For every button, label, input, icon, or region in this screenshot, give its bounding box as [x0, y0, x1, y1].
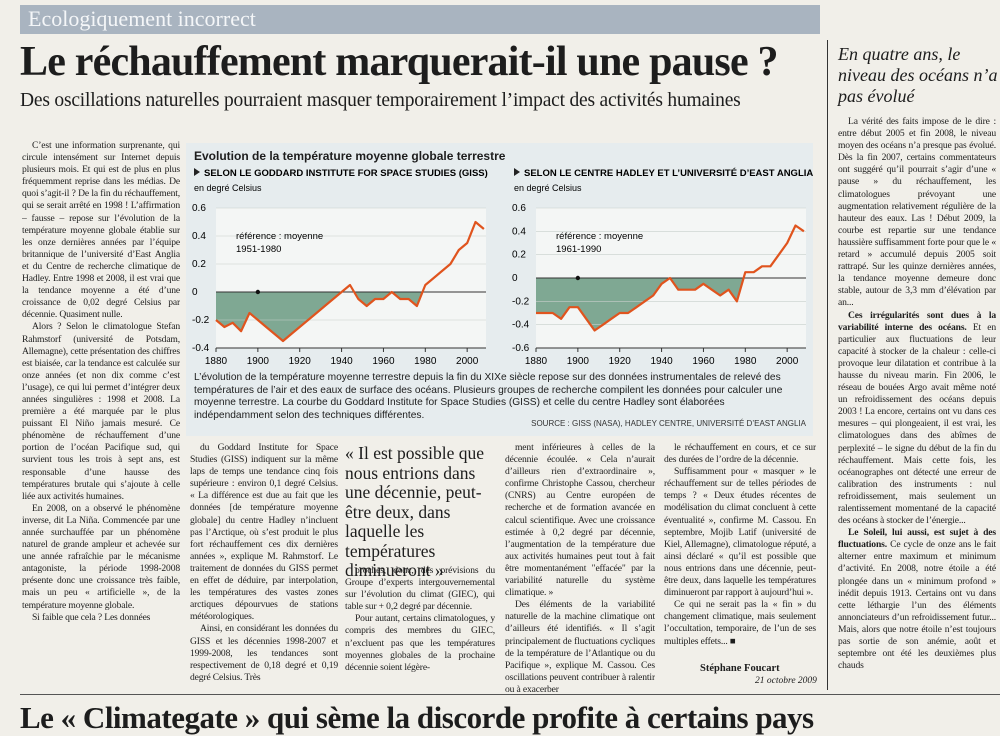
- subtitle: Des oscillations naturelles pourraient m…: [20, 90, 741, 111]
- column-rule: [827, 40, 828, 690]
- lead-in: Ces irrégularités sont dues à la variabi…: [838, 309, 996, 333]
- reference-marker: [255, 289, 261, 295]
- annotation: référence : moyenne: [556, 231, 643, 242]
- x-tick-label: 1940: [650, 356, 673, 367]
- x-tick-label: 1980: [734, 356, 757, 367]
- paragraph: proches, donc, des prévisions du Groupe …: [345, 565, 495, 613]
- x-tick-label: 1960: [692, 356, 715, 367]
- chart-title: SELON LE GODDARD INSTITUTE FOR SPACE STU…: [204, 168, 488, 179]
- paragraph: Suffisamment pour « masquer » le réchauf…: [664, 466, 816, 599]
- paragraph: Ces irrégularités sont dues à la variabi…: [838, 310, 996, 528]
- sidebar-text: La vérité des faits impose de le dire : …: [838, 116, 996, 691]
- y-tick-label: 0.6: [512, 203, 526, 214]
- paragraph: Le Soleil, lui aussi, est sujet à des fl…: [838, 527, 996, 672]
- paragraph-text: Et en particulier aux fluctuations de le…: [838, 321, 996, 527]
- paragraph-text: Ce cycle de onze ans le fait alterner en…: [838, 539, 996, 672]
- sidebar-title: En quatre ans, le niveau des océans n’a …: [838, 44, 998, 106]
- footer-rule: [20, 694, 1000, 695]
- figure-title: Evolution de la température moyenne glob…: [194, 149, 506, 163]
- figure-caption: L’évolution de la température moyenne te…: [194, 372, 783, 421]
- chart-title: SELON LE CENTRE HADLEY ET L’UNIVERSITÉ D…: [524, 168, 813, 179]
- x-tick-label: 1920: [289, 356, 312, 367]
- y-tick-label: 0.6: [192, 203, 206, 214]
- x-tick-label: 1900: [247, 356, 270, 367]
- rubric: Ecologiquement incorrect: [28, 6, 256, 31]
- plot-area: [216, 208, 486, 348]
- y-tick-label: 0.2: [512, 250, 526, 261]
- y-tick-label: 0: [192, 287, 198, 298]
- rubric-band: [20, 5, 820, 34]
- paragraph: ment inférieures à celles de la décennie…: [505, 442, 655, 599]
- reference-marker: [575, 275, 581, 281]
- date: 21 octobre 2009: [755, 676, 817, 686]
- y-tick-label: -0.2: [512, 296, 530, 307]
- paragraph-text: La vérité des faits impose de le dire : …: [838, 116, 996, 309]
- paragraph: Pour autant, certains climatologues, y c…: [345, 613, 495, 673]
- x-tick-label: 1920: [609, 356, 632, 367]
- annotation: 1951-1980: [236, 244, 281, 255]
- y-tick-label: 0.4: [192, 231, 206, 242]
- article-column: le réchauffement en cours, et ce sur des…: [664, 442, 816, 662]
- bullet: [194, 168, 200, 176]
- paragraph: Ce qui ne serait pas la « fin » du chang…: [664, 599, 816, 647]
- pull-quote: « Il est possible que nous entrions dans…: [345, 443, 485, 580]
- article-column: C’est une information surprenante, qui c…: [22, 140, 180, 692]
- y-tick-label: -0.4: [512, 320, 530, 331]
- x-tick-label: 1960: [372, 356, 395, 367]
- y-tick-label: 0.4: [512, 226, 526, 237]
- next-headline: Le « Climategate » qui sème la discorde …: [20, 700, 814, 735]
- bullet: [514, 168, 520, 176]
- y-axis-label: en degré Celsius: [514, 183, 582, 193]
- y-tick-label: 0.2: [192, 259, 206, 270]
- x-tick-label: 2000: [456, 356, 479, 367]
- paragraph: le réchauffement en cours, et ce sur des…: [664, 442, 816, 466]
- x-tick-label: 2000: [776, 356, 799, 367]
- temperature-line: [215, 220, 485, 343]
- y-tick-label: -0.2: [192, 315, 210, 326]
- annotation: 1961-1990: [556, 244, 601, 255]
- headline: Le réchauffement marquerait-il une pause…: [20, 39, 779, 85]
- y-tick-label: 0: [512, 273, 518, 284]
- y-tick-label: -0.6: [512, 343, 530, 354]
- figure-source: SOURCE : GISS (NASA), HADLEY CENTRE, UNI…: [531, 419, 806, 428]
- paragraph: Alors ? Selon le climatologue Stefan Rah…: [22, 321, 180, 502]
- paragraph: C’est une information surprenante, qui c…: [22, 140, 180, 321]
- annotation: référence : moyenne: [236, 231, 323, 242]
- lead-in: Le Soleil, lui aussi, est sujet à des fl…: [838, 527, 996, 551]
- paragraph: du Goddard Institute for Space Studies (…: [190, 442, 338, 623]
- paragraph: Si faible que cela ? Les données: [32, 611, 151, 623]
- figure: SELON LE GODDARD INSTITUTE FOR SPACE STU…: [186, 143, 813, 436]
- paragraph: Des éléments de la variabilité naturelle…: [505, 599, 655, 692]
- x-tick-label: 1940: [330, 356, 353, 367]
- article-column: proches, donc, des prévisions du Groupe …: [345, 565, 495, 692]
- x-tick-label: 1900: [567, 356, 590, 367]
- charts: SELON LE GODDARD INSTITUTE FOR SPACE STU…: [192, 168, 813, 367]
- reference-fill: [216, 292, 423, 341]
- article-column: ment inférieures à celles de la décennie…: [505, 442, 655, 692]
- author: Stéphane Foucart: [700, 663, 780, 674]
- x-tick-label: 1880: [525, 356, 548, 367]
- y-tick-label: -0.4: [192, 343, 210, 354]
- article-column: du Goddard Institute for Space Studies (…: [190, 442, 338, 692]
- x-tick-label: 1880: [205, 356, 228, 367]
- x-tick-label: 1980: [414, 356, 437, 367]
- y-axis-label: en degré Celsius: [194, 183, 262, 193]
- temperature-line: [536, 224, 805, 332]
- paragraph: La vérité des faits impose de le dire : …: [838, 116, 996, 310]
- paragraph: Ainsi, en considérant les données du GIS…: [190, 623, 338, 683]
- paragraph: En 2008, on a observé le phénomène inver…: [22, 502, 180, 611]
